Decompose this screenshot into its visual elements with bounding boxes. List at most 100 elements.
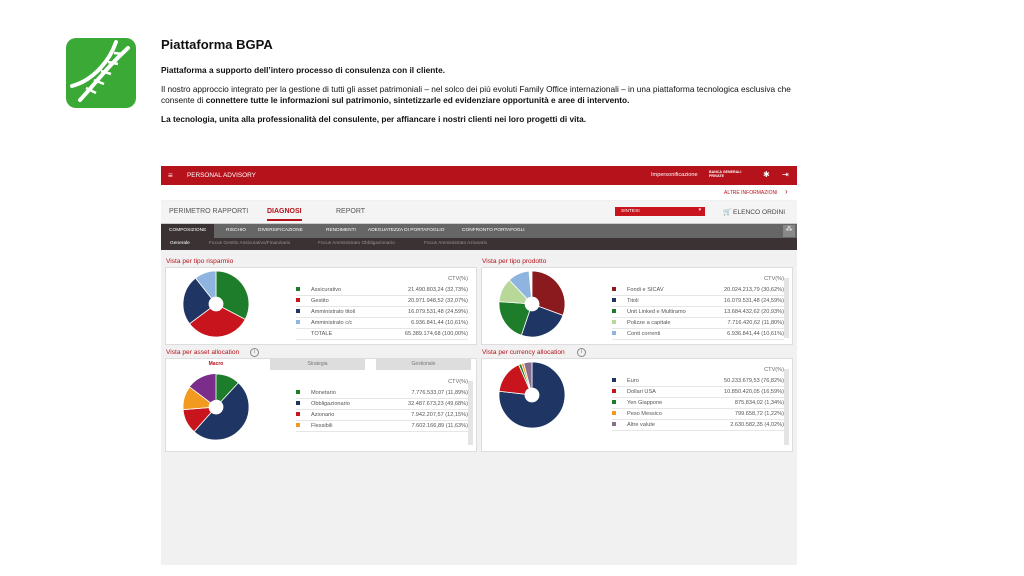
subtitle: Piattaforma a supporto dell’intero proce… xyxy=(161,64,445,75)
legend-amount: 65.389.174,68 (100,00%) xyxy=(404,331,468,337)
sub-tab[interactable]: RENDIMENTI xyxy=(326,228,356,233)
legend-label: Conti correnti xyxy=(627,331,661,337)
legend-amount: 6.936.841,44 (10,61%) xyxy=(411,320,468,326)
top-bar: ≡ PERSONAL ADVISORY Impersonificazione B… xyxy=(161,166,797,185)
donut-chart xyxy=(182,270,250,338)
legend-label: Monetario xyxy=(311,390,336,396)
legend-label: Unit Linked e Multiramo xyxy=(627,309,686,315)
column-header: CTV(%) xyxy=(448,276,468,282)
focus-tab[interactable]: Focus Gestito Assicurativo/Finanziario xyxy=(209,241,291,246)
orders-text: ELENCO ORDINI xyxy=(733,209,786,216)
slide-text: Piattaforma BGPA Piattaforma a supporto … xyxy=(161,37,801,134)
donut-chart xyxy=(498,270,566,338)
logout-icon[interactable]: ⇥ xyxy=(782,170,789,179)
info-bar: ALTRE INFORMAZIONI › xyxy=(161,185,797,200)
legend-row: Unit Linked e Multiramo 13.684.432,62 (20… xyxy=(612,307,784,318)
slide-title: Piattaforma BGPA xyxy=(161,37,273,52)
sub-tab[interactable]: ADEGUATEZZA DI PORTAFOGLIO xyxy=(368,228,445,233)
impersonation[interactable]: Impersonificazione xyxy=(651,172,698,178)
legend-row: Euro 50.233.679,53 (76,82%) xyxy=(612,376,784,387)
main-tabs: SINTESI ▾ 🛒 ELENCO ORDINI PERIMETRO RAPP… xyxy=(161,201,797,224)
orders[interactable]: 🛒 ELENCO ORDINI xyxy=(723,209,786,216)
scrollbar[interactable] xyxy=(784,278,789,338)
panel-tab[interactable]: Strategia xyxy=(270,359,365,370)
select-box[interactable]: SINTESI ▾ xyxy=(615,207,705,216)
legend-swatch xyxy=(296,298,300,302)
legend-row: Yen Giappone 875.834,02 (1,34%) xyxy=(612,398,784,409)
legend-row: TOTALE 65.389.174,68 (100,00%) xyxy=(296,329,468,340)
legend-amount: 20.971.948,52 (32,07%) xyxy=(407,298,468,304)
legend-amount: 20.024.213,79 (30,62%) xyxy=(723,287,784,293)
legend-table: CTV(%) Fondi e SICAV 20.024.213,79 (30,62%… xyxy=(612,276,784,342)
menu-icon[interactable]: ≡ xyxy=(168,171,173,180)
settings-icon[interactable]: ✱ xyxy=(763,170,770,179)
chevron: › xyxy=(785,187,788,196)
legend-row: Conti correnti 6.936.841,44 (10,61%) xyxy=(612,329,784,340)
panel: CTV(%) Euro 50.233.679,53 (76,82%) Dollari … xyxy=(481,358,793,452)
donut-chart xyxy=(498,361,566,429)
legend-row: Polizze a capitale 7.716.420,62 (11,80%) xyxy=(612,318,784,329)
donut-chart xyxy=(182,373,250,441)
intro-bold: connettere tutte le informazioni sul pat… xyxy=(205,94,630,105)
legend-swatch xyxy=(612,298,616,302)
legend-table: CTV(%) Assicurativo 21.490.803,24 (32,73%)… xyxy=(296,276,468,342)
legend-swatch xyxy=(612,309,616,313)
legend-table: CTV(%) Euro 50.233.679,53 (76,82%) Dollari … xyxy=(612,367,784,449)
legend-swatch xyxy=(296,309,300,313)
more-info[interactable]: ALTRE INFORMAZIONI xyxy=(724,190,778,196)
main-tab[interactable]: PERIMETRO RAPPORTI xyxy=(169,208,249,215)
legend-row: Peso Messico 799.658,72 (1,22%) xyxy=(612,409,784,420)
main-tab[interactable]: DIAGNOSI xyxy=(267,208,302,221)
donut-hole xyxy=(209,400,223,414)
legend-swatch xyxy=(296,423,300,427)
legend-row: Flessibili 7.602.166,89 (11,63%) xyxy=(296,421,468,432)
donut-hole xyxy=(525,297,539,311)
intro-text: Il nostro approccio integrato per la ges… xyxy=(161,84,791,105)
legend-label: Yen Giappone xyxy=(627,400,663,406)
column-header: CTV(%) xyxy=(764,367,784,373)
panel: CTV(%) Fondi e SICAV 20.024.213,79 (30,62%… xyxy=(481,267,793,345)
legend-label: Amministrato c/c xyxy=(311,320,353,326)
legend-amount: 7.776.533,07 (11,89%) xyxy=(411,390,469,396)
info-icon[interactable]: i xyxy=(250,348,259,357)
panel-tab[interactable]: Gestionale xyxy=(376,359,471,370)
donut-hole xyxy=(209,297,223,311)
legend-amount: 6.936.841,44 (10,61%) xyxy=(727,331,784,337)
legend-row: Dollari USA 10.850.420,05 (16,59%) xyxy=(612,387,784,398)
scrollbar[interactable] xyxy=(784,369,789,445)
sub-tab[interactable]: DIVERSIFICAZIONE xyxy=(258,228,303,233)
hierarchy-icon[interactable]: ⁂ xyxy=(783,225,795,237)
legend-swatch xyxy=(612,411,616,415)
legend-amount: 50.233.679,53 (76,82%) xyxy=(723,378,784,384)
sub-tab[interactable]: RISCHIO xyxy=(226,228,246,233)
legend-label: Peso Messico xyxy=(627,411,662,417)
sub-tab[interactable]: CONFRONTO PORTAFOGLI xyxy=(462,228,525,233)
focus-tab[interactable]: Generale xyxy=(170,241,190,246)
legend-label: Gestito xyxy=(311,298,329,304)
legend-swatch xyxy=(296,401,300,405)
focus-tab[interactable]: Focus Amministrato Azionario xyxy=(424,241,488,246)
legend-amount: 16.079.531,48 (24,59%) xyxy=(407,309,468,315)
legend-swatch xyxy=(612,400,616,404)
legend-row: Gestito 20.971.948,52 (32,07%) xyxy=(296,296,468,307)
legend-label: Euro xyxy=(627,378,639,384)
legend-row: Amministrato titoli 16.079.531,48 (24,59%… xyxy=(296,307,468,318)
legend-row: Altre valute 2.630.582,35 (4,02%) xyxy=(612,420,784,431)
panel-tab[interactable]: Macro xyxy=(208,361,224,367)
legend-row: Amministrato c/c 6.936.841,44 (10,61%) xyxy=(296,318,468,329)
legend-swatch xyxy=(296,287,300,291)
legend-swatch xyxy=(612,378,616,382)
legend-label: Titoli xyxy=(627,298,639,304)
panel-title: Vista per currency allocation xyxy=(482,349,565,356)
info-icon[interactable]: i xyxy=(577,348,586,357)
scrollbar[interactable] xyxy=(468,381,473,445)
panel-title: Vista per asset allocation xyxy=(166,349,240,356)
legend-swatch xyxy=(296,320,300,324)
legend-swatch xyxy=(612,422,616,426)
focus-tab[interactable]: Focus Amministrato Obbligazionario xyxy=(318,241,395,246)
main-tab[interactable]: REPORT xyxy=(336,208,366,215)
panel-title: Vista per tipo risparmio xyxy=(166,258,234,265)
sub-tab[interactable]: COMPOSIZIONE xyxy=(161,224,215,238)
